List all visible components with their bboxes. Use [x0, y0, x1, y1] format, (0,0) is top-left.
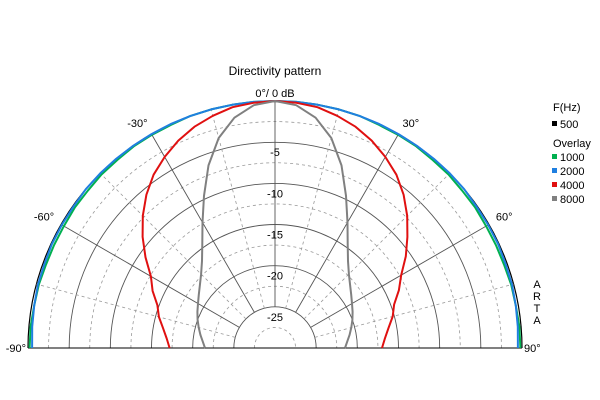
legend-swatch-2000 [552, 168, 557, 173]
angle-label: 90° [524, 343, 541, 355]
angle-label: 30° [403, 118, 420, 130]
grid-spoke [285, 109, 340, 309]
grid-spoke [314, 283, 514, 338]
grid-ring-minor [254, 327, 296, 349]
legend-swatch-8000 [552, 196, 557, 201]
legend-header: F(Hz) [553, 102, 581, 114]
grid-spoke [210, 109, 265, 309]
grid-ring-minor [130, 203, 420, 349]
angle-label: -60° [34, 212, 54, 224]
radial-tick-label: -5 [270, 147, 280, 159]
grid-spoke [303, 173, 450, 320]
grid-ring-minor [171, 244, 379, 349]
watermark-letter: A [533, 279, 541, 291]
chart-title: Directivity pattern [229, 64, 322, 78]
legend-swatch-500 [552, 121, 557, 126]
angle-label: -30° [127, 118, 147, 130]
radial-tick-label: -20 [267, 271, 283, 283]
grid-ring [233, 306, 317, 349]
watermark-letter: R [533, 291, 541, 303]
legend-swatch-1000 [552, 154, 557, 159]
legend-swatch-4000 [552, 182, 557, 187]
grid-spoke [36, 283, 236, 338]
top-label: 0°/ 0 dB [255, 88, 294, 100]
legend-label-1000: 1000 [560, 152, 584, 164]
polar-grid [27, 100, 523, 349]
legend-overlay-header: Overlay [553, 138, 591, 150]
watermark-letter: T [534, 303, 541, 315]
legend-label-2000: 2000 [560, 166, 584, 178]
legend-label-8000: 8000 [560, 194, 584, 206]
grid-spoke [100, 173, 247, 320]
grid-spoke [310, 224, 490, 328]
legend-label-4000: 4000 [560, 180, 584, 192]
legend-label-500: 500 [560, 119, 578, 131]
legend: F(Hz) 500 Overlay 1000 2000 4000 8000 [552, 102, 591, 206]
radial-tick-label: -25 [267, 312, 283, 324]
radial-tick-label: -15 [267, 230, 283, 242]
angle-label: -90° [6, 343, 26, 355]
series-layer [28, 100, 522, 349]
axis-labels: 0°/ 0 dB -5 -10 -15 -20 -25 -90° -60° -30° 30° 60… [6, 88, 541, 355]
watermark-letter: A [533, 315, 541, 327]
angle-label: 60° [496, 212, 513, 224]
radial-tick-label: -10 [267, 188, 283, 200]
series-8000 [196, 100, 354, 349]
